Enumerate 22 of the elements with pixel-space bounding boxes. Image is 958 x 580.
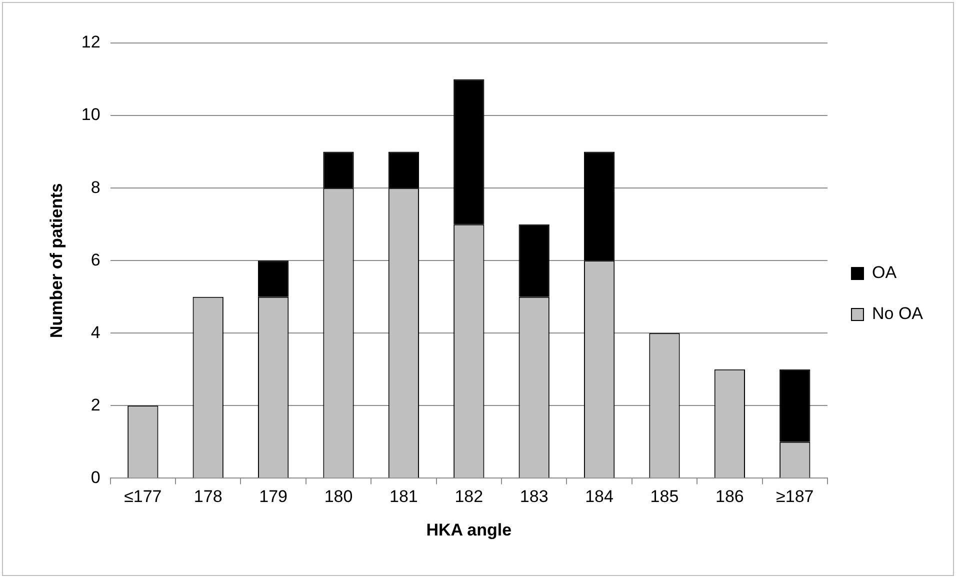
x-tick-label: 182 bbox=[454, 487, 484, 506]
y-tick-label: 8 bbox=[90, 178, 100, 197]
legend-label: OA bbox=[872, 263, 898, 282]
x-tick-label: 181 bbox=[390, 487, 418, 506]
x-tick-label: 180 bbox=[324, 487, 353, 506]
x-tick-label: 185 bbox=[650, 487, 679, 506]
legend-label: No OA bbox=[872, 304, 924, 324]
y-tick-label: 10 bbox=[81, 105, 100, 124]
y-tick-label: 12 bbox=[81, 32, 100, 52]
y-tick-label: 4 bbox=[90, 322, 100, 342]
y-axis-title: Number of patients bbox=[46, 183, 66, 338]
y-tick-label: 2 bbox=[90, 395, 100, 414]
x-tick-label: ≥187 bbox=[776, 487, 814, 506]
x-axis-title: HKA angle bbox=[426, 520, 512, 540]
x-tick-label: 186 bbox=[716, 487, 744, 506]
x-tick-label: 183 bbox=[520, 487, 548, 506]
x-tick-label: 184 bbox=[585, 487, 614, 506]
x-tick-label: 178 bbox=[194, 487, 222, 506]
x-tick-label: 179 bbox=[259, 487, 288, 506]
y-tick-label: 0 bbox=[90, 468, 100, 487]
y-tick-label: 6 bbox=[90, 250, 100, 270]
x-tick-label: ≤177 bbox=[124, 487, 162, 506]
